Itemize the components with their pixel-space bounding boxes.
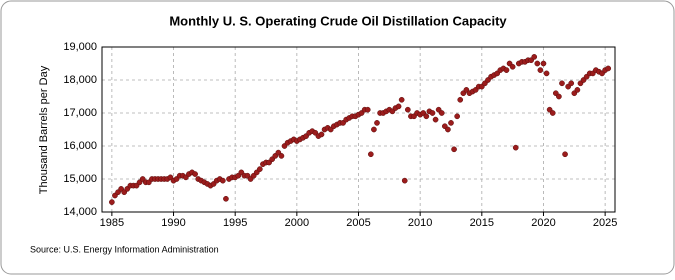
data-point	[192, 171, 198, 177]
x-tick-label: 2025	[593, 217, 617, 229]
data-point	[503, 67, 510, 73]
x-tick-label: 2000	[285, 217, 309, 229]
data-point	[457, 96, 464, 103]
data-point	[512, 144, 519, 151]
data-point	[568, 80, 575, 87]
data-point	[401, 177, 408, 184]
data-point	[556, 93, 562, 100]
data-point	[537, 67, 544, 73]
data-point	[534, 60, 541, 67]
data-point	[605, 65, 612, 72]
y-tick-label: 15,000	[63, 173, 97, 185]
data-point	[574, 87, 581, 93]
data-point	[395, 103, 402, 110]
data-point	[432, 116, 439, 123]
data-point	[109, 199, 115, 205]
data-point	[549, 110, 556, 116]
data-point	[454, 113, 461, 120]
data-point	[423, 113, 430, 120]
chart-title: Monthly U. S. Operating Crude Oil Distil…	[169, 13, 507, 28]
data-point	[448, 120, 454, 126]
data-point	[540, 60, 547, 67]
data-point	[374, 120, 380, 126]
data-point	[404, 106, 411, 113]
data-point	[531, 54, 538, 60]
data-point	[318, 131, 325, 138]
x-tick-label: 1985	[100, 217, 124, 229]
data-point	[429, 110, 436, 116]
y-tick-label: 19,000	[63, 41, 97, 53]
x-tick-label: 2020	[531, 217, 555, 229]
y-tick-label: 16,000	[63, 140, 97, 152]
y-tick-label: 17,000	[63, 107, 97, 119]
x-tick-label: 1990	[161, 217, 185, 229]
data-point	[256, 166, 263, 172]
y-axis-label: Thousand Barrels per Day	[38, 65, 50, 194]
source-note: Source: U.S. Energy Information Administ…	[30, 244, 219, 254]
data-point	[371, 126, 377, 133]
data-point	[543, 70, 550, 77]
data-point	[451, 146, 457, 153]
x-tick-label: 2015	[470, 217, 494, 229]
x-tick-label: 2010	[408, 217, 432, 229]
data-point	[220, 177, 226, 184]
data-point	[367, 151, 374, 158]
y-tick-label: 14,000	[63, 206, 97, 218]
data-point	[509, 63, 516, 70]
y-tick-label: 18,000	[63, 74, 97, 86]
data-point	[364, 106, 371, 113]
x-tick-label: 1995	[223, 217, 247, 229]
data-point	[398, 96, 405, 103]
data-point	[438, 110, 445, 116]
data-point	[445, 126, 451, 133]
data-point	[562, 151, 568, 158]
data-point	[278, 153, 285, 159]
x-tick-label: 2005	[346, 217, 370, 229]
data-point	[559, 80, 565, 87]
data-point	[223, 195, 229, 202]
plot-border	[101, 46, 616, 213]
